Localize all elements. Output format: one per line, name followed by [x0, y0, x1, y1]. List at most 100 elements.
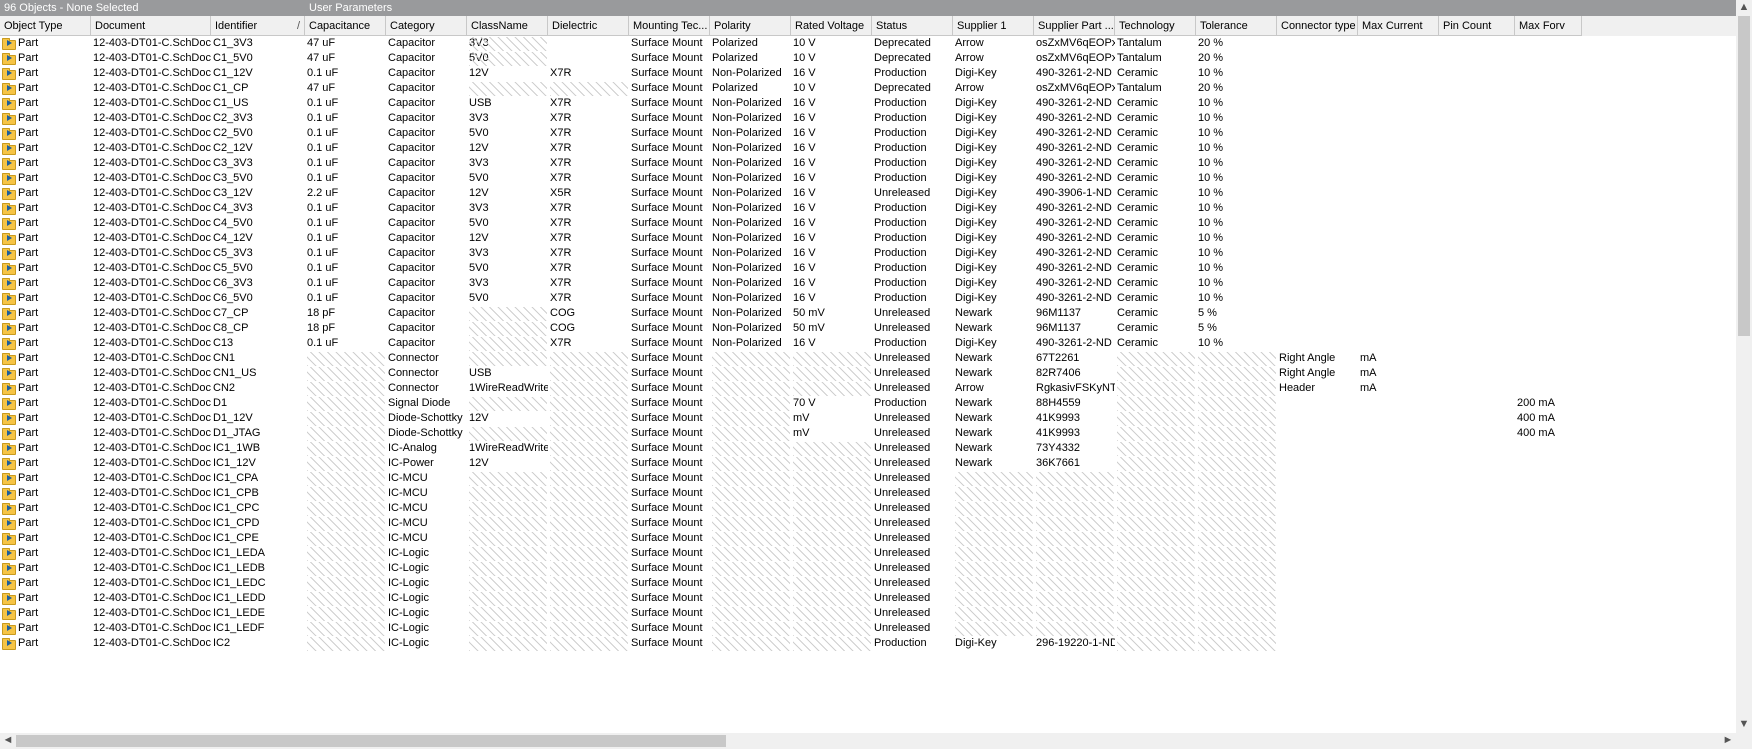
hscroll-track[interactable]: [16, 733, 1720, 749]
table-cell: 12-403-DT01-C.SchDoc: [91, 636, 211, 651]
column-header[interactable]: ClassName: [467, 16, 548, 36]
column-header[interactable]: Supplier Part ...: [1034, 16, 1115, 36]
table-cell: Non-Polarized: [710, 156, 791, 171]
table-row[interactable]: Part12-403-DT01-C.SchDocC4_5V00.1 uFCapa…: [0, 216, 1736, 231]
table-cell: [791, 546, 872, 561]
vscroll-track[interactable]: [1736, 16, 1752, 717]
column-header[interactable]: Max Current: [1358, 16, 1439, 36]
table-cell: [1358, 51, 1439, 66]
table-row[interactable]: Part12-403-DT01-C.SchDocIC1_CPBIC-MCUSur…: [0, 486, 1736, 501]
arrow-icon: [7, 250, 12, 256]
table-cell: [1358, 606, 1439, 621]
column-header[interactable]: Polarity: [710, 16, 791, 36]
table-row[interactable]: Part12-403-DT01-C.SchDocC2_12V0.1 uFCapa…: [0, 141, 1736, 156]
table-row[interactable]: Part12-403-DT01-C.SchDocIC2IC-LogicSurfa…: [0, 636, 1736, 651]
vscroll-thumb[interactable]: [1738, 16, 1750, 336]
table-row[interactable]: Part12-403-DT01-C.SchDocC4_3V30.1 uFCapa…: [0, 201, 1736, 216]
table-cell: Non-Polarized: [710, 186, 791, 201]
table-row[interactable]: Part12-403-DT01-C.SchDocIC1_LEDFIC-Logic…: [0, 621, 1736, 636]
table-row[interactable]: Part12-403-DT01-C.SchDocCN2Connector1Wir…: [0, 381, 1736, 396]
column-header[interactable]: Rated Voltage: [791, 16, 872, 36]
table-row[interactable]: Part12-403-DT01-C.SchDocC1_5V047 uFCapac…: [0, 51, 1736, 66]
table-row[interactable]: Part12-403-DT01-C.SchDocC3_5V00.1 uFCapa…: [0, 171, 1736, 186]
cell-text: Unreleased: [874, 382, 930, 394]
table-row[interactable]: Part12-403-DT01-C.SchDocIC1_CPCIC-MCUSur…: [0, 501, 1736, 516]
table-cell: Ceramic: [1115, 156, 1196, 171]
table-row[interactable]: Part12-403-DT01-C.SchDocD1_12VDiode-Scho…: [0, 411, 1736, 426]
column-header[interactable]: Mounting Tec...: [629, 16, 710, 36]
table-cell: Part: [0, 636, 91, 651]
table-row[interactable]: Part12-403-DT01-C.SchDocC5_3V30.1 uFCapa…: [0, 246, 1736, 261]
cell-text: Ceramic: [1117, 67, 1158, 79]
column-header[interactable]: Max Forv: [1515, 16, 1582, 36]
column-header[interactable]: Category: [386, 16, 467, 36]
table-row[interactable]: Part12-403-DT01-C.SchDocIC1_LEDAIC-Logic…: [0, 546, 1736, 561]
column-header[interactable]: Document: [91, 16, 211, 36]
table-row[interactable]: Part12-403-DT01-C.SchDocC1_3V347 uFCapac…: [0, 36, 1736, 51]
table-cell: [1358, 261, 1439, 276]
table-row[interactable]: Part12-403-DT01-C.SchDocC130.1 uFCapacit…: [0, 336, 1736, 351]
column-header[interactable]: Status: [872, 16, 953, 36]
column-header[interactable]: Capacitance: [305, 16, 386, 36]
cell-text: Ceramic: [1117, 202, 1158, 214]
table-cell: [1358, 636, 1439, 651]
table-row[interactable]: Part12-403-DT01-C.SchDocD1_JTAGDiode-Sch…: [0, 426, 1736, 441]
table-cell: 10 %: [1196, 96, 1277, 111]
column-header[interactable]: Identifier/: [211, 16, 305, 36]
scroll-right-button[interactable]: ►: [1720, 733, 1736, 749]
table-cell: [1277, 306, 1358, 321]
table-row[interactable]: Part12-403-DT01-C.SchDocC5_5V00.1 uFCapa…: [0, 261, 1736, 276]
table-row[interactable]: Part12-403-DT01-C.SchDocIC1_CPDIC-MCUSur…: [0, 516, 1736, 531]
column-header[interactable]: Tolerance: [1196, 16, 1277, 36]
table-cell: [1358, 186, 1439, 201]
table-row[interactable]: Part12-403-DT01-C.SchDocC1_12V0.1 uFCapa…: [0, 66, 1736, 81]
table-row[interactable]: Part12-403-DT01-C.SchDocCN1_USConnectorU…: [0, 366, 1736, 381]
table-cell: 12-403-DT01-C.SchDoc: [91, 321, 211, 336]
table-cell: Non-Polarized: [710, 126, 791, 141]
table-row[interactable]: Part12-403-DT01-C.SchDocC3_12V2.2 uFCapa…: [0, 186, 1736, 201]
column-header[interactable]: Supplier 1: [953, 16, 1034, 36]
table-row[interactable]: Part12-403-DT01-C.SchDocC6_5V00.1 uFCapa…: [0, 291, 1736, 306]
column-header[interactable]: Object Type: [0, 16, 91, 36]
column-header[interactable]: Dielectric: [548, 16, 629, 36]
data-grid[interactable]: Part12-403-DT01-C.SchDocC1_3V347 uFCapac…: [0, 36, 1736, 733]
table-row[interactable]: Part12-403-DT01-C.SchDocIC1_LEDDIC-Logic…: [0, 591, 1736, 606]
table-row[interactable]: Part12-403-DT01-C.SchDocC3_3V30.1 uFCapa…: [0, 156, 1736, 171]
table-row[interactable]: Part12-403-DT01-C.SchDocC1_US0.1 uFCapac…: [0, 96, 1736, 111]
table-row[interactable]: Part12-403-DT01-C.SchDocIC1_12VIC-Power1…: [0, 456, 1736, 471]
horizontal-scrollbar[interactable]: ◄ ►: [0, 733, 1736, 749]
scroll-up-button[interactable]: ▲: [1736, 0, 1752, 16]
hscroll-thumb[interactable]: [16, 735, 726, 747]
table-row[interactable]: Part12-403-DT01-C.SchDocIC1_CPEIC-MCUSur…: [0, 531, 1736, 546]
table-row[interactable]: Part12-403-DT01-C.SchDocIC1_1WBIC-Analog…: [0, 441, 1736, 456]
table-cell: [1196, 576, 1277, 591]
table-row[interactable]: Part12-403-DT01-C.SchDocC2_3V30.1 uFCapa…: [0, 111, 1736, 126]
table-cell: Newark: [953, 441, 1034, 456]
cell-text: IC-Logic: [388, 607, 429, 619]
table-row[interactable]: Part12-403-DT01-C.SchDocIC1_CPAIC-MCUSur…: [0, 471, 1736, 486]
table-row[interactable]: Part12-403-DT01-C.SchDocC7_CP18 pFCapaci…: [0, 306, 1736, 321]
table-row[interactable]: Part12-403-DT01-C.SchDocC1_CP47 uFCapaci…: [0, 81, 1736, 96]
table-cell: Surface Mount: [629, 486, 710, 501]
scroll-down-button[interactable]: ▼: [1736, 717, 1752, 733]
table-row[interactable]: Part12-403-DT01-C.SchDocIC1_LEDCIC-Logic…: [0, 576, 1736, 591]
table-cell: 12-403-DT01-C.SchDoc: [91, 531, 211, 546]
table-cell: Surface Mount: [629, 156, 710, 171]
column-header[interactable]: Pin Count: [1439, 16, 1515, 36]
table-row[interactable]: Part12-403-DT01-C.SchDocC8_CP18 pFCapaci…: [0, 321, 1736, 336]
table-row[interactable]: Part12-403-DT01-C.SchDocIC1_LEDBIC-Logic…: [0, 561, 1736, 576]
column-header[interactable]: Technology: [1115, 16, 1196, 36]
table-cell: [305, 366, 386, 381]
table-row[interactable]: Part12-403-DT01-C.SchDocD1Signal DiodeSu…: [0, 396, 1736, 411]
table-row[interactable]: Part12-403-DT01-C.SchDocIC1_LEDEIC-Logic…: [0, 606, 1736, 621]
column-header[interactable]: Connector type: [1277, 16, 1358, 36]
table-cell: Capacitor: [386, 246, 467, 261]
cell-text: 0.1 uF: [307, 262, 338, 274]
cell-text: Part: [18, 322, 38, 334]
vertical-scrollbar[interactable]: ▲ ▼: [1736, 0, 1752, 733]
table-row[interactable]: Part12-403-DT01-C.SchDocC6_3V30.1 uFCapa…: [0, 276, 1736, 291]
scroll-left-button[interactable]: ◄: [0, 733, 16, 749]
table-row[interactable]: Part12-403-DT01-C.SchDocCN1ConnectorSurf…: [0, 351, 1736, 366]
table-row[interactable]: Part12-403-DT01-C.SchDocC2_5V00.1 uFCapa…: [0, 126, 1736, 141]
table-row[interactable]: Part12-403-DT01-C.SchDocC4_12V0.1 uFCapa…: [0, 231, 1736, 246]
